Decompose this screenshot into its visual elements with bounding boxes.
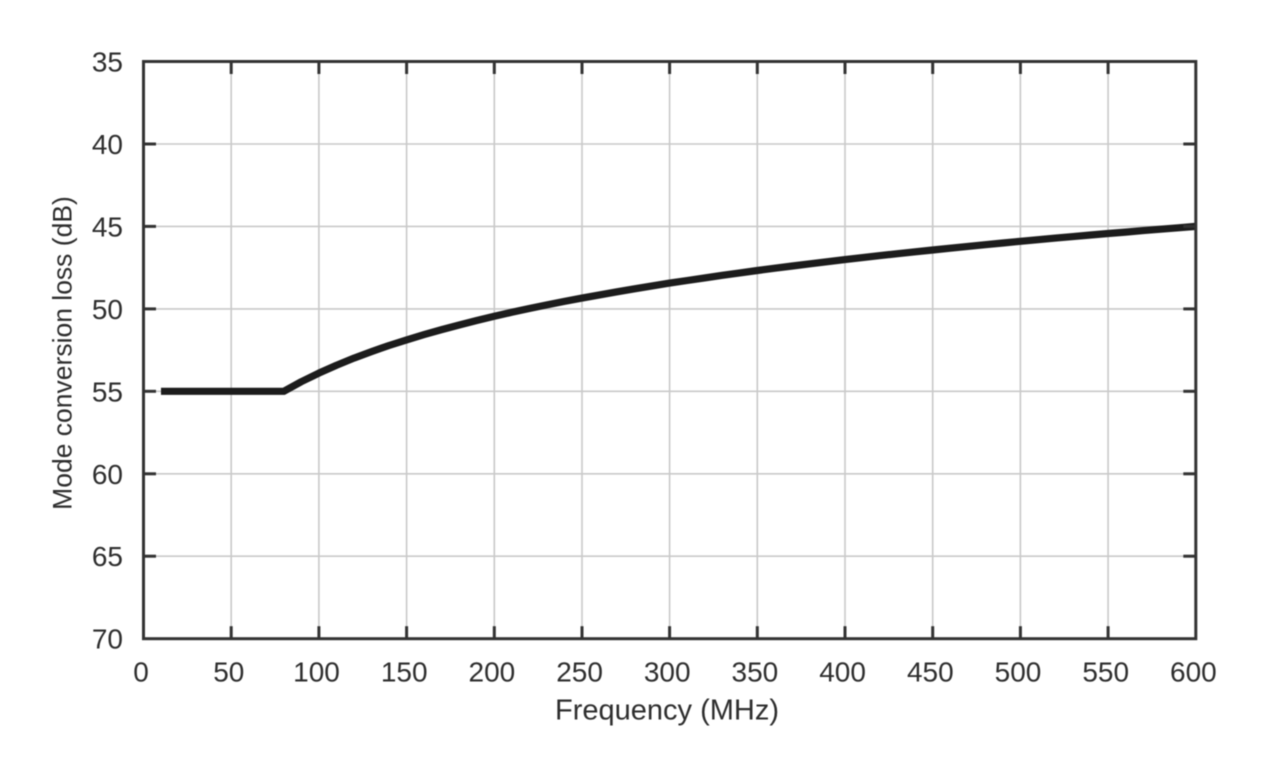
svg-text:70: 70: [92, 624, 123, 655]
svg-text:250: 250: [556, 657, 603, 688]
svg-text:150: 150: [381, 657, 428, 688]
svg-text:45: 45: [92, 211, 123, 242]
svg-text:0: 0: [133, 657, 149, 688]
svg-text:60: 60: [92, 459, 123, 490]
svg-text:50: 50: [213, 657, 244, 688]
svg-text:350: 350: [732, 657, 779, 688]
svg-text:Mode conversion loss (dB): Mode conversion loss (dB): [48, 196, 78, 510]
svg-text:55: 55: [92, 376, 123, 407]
svg-text:300: 300: [644, 657, 691, 688]
svg-text:500: 500: [995, 657, 1042, 688]
svg-text:35: 35: [92, 47, 123, 78]
svg-text:40: 40: [92, 129, 123, 160]
svg-text:100: 100: [293, 657, 340, 688]
svg-text:65: 65: [92, 541, 123, 572]
svg-text:450: 450: [907, 657, 954, 688]
svg-text:Frequency (MHz): Frequency (MHz): [555, 695, 779, 727]
svg-text:400: 400: [819, 657, 866, 688]
svg-text:50: 50: [92, 294, 123, 325]
svg-text:600: 600: [1170, 657, 1217, 688]
svg-text:550: 550: [1082, 657, 1129, 688]
svg-text:200: 200: [469, 657, 516, 688]
